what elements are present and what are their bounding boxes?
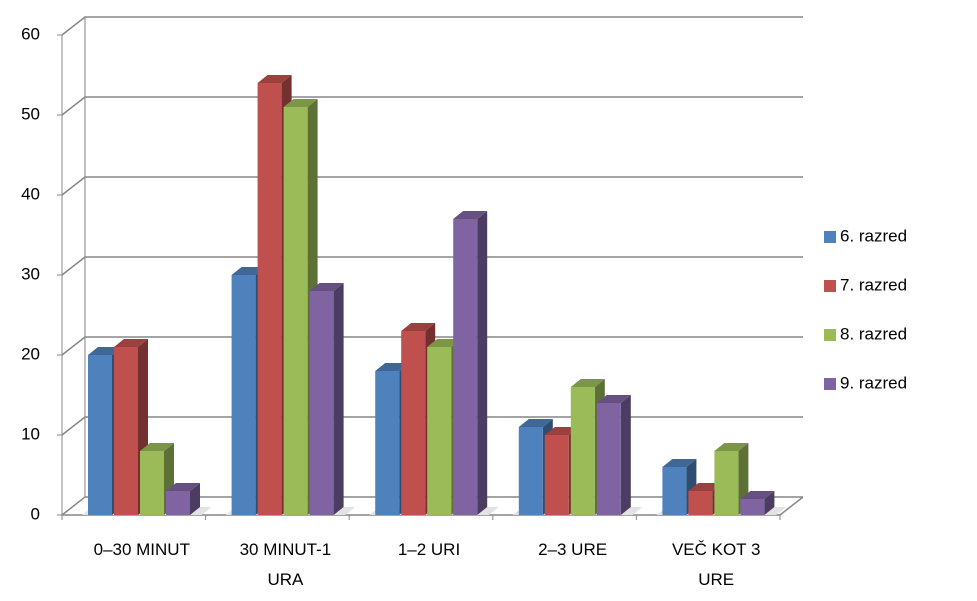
bar: [544, 435, 569, 515]
bar-top: [570, 379, 605, 387]
bar-group: [740, 491, 775, 515]
bar: [688, 491, 713, 515]
y-tick-label: 10: [21, 424, 40, 443]
legend-swatch: [824, 231, 836, 243]
legend-swatch: [824, 280, 836, 292]
bar-top: [740, 491, 775, 499]
x-tick-label: 0–30 MINUT: [93, 540, 190, 559]
bar: [714, 451, 739, 515]
bar: [166, 491, 190, 515]
bar-top: [309, 283, 344, 291]
legend-label: 6. razred: [840, 226, 907, 245]
bar-top: [544, 427, 579, 435]
y-tick-label: 40: [21, 184, 40, 203]
bar: [375, 371, 400, 515]
x-tick-label: 1–2 URI: [397, 540, 461, 559]
y-tick-label: 50: [21, 104, 40, 123]
bar-group: [596, 395, 631, 515]
bar: [662, 467, 687, 515]
bar: [114, 347, 138, 515]
grid-line: [61, 176, 803, 196]
grid-line: [61, 96, 803, 116]
bar: [453, 219, 478, 515]
bar-top: [714, 443, 749, 451]
bar: [231, 275, 256, 515]
bar-top: [140, 443, 174, 451]
grid-line: [61, 16, 803, 36]
bar: [570, 387, 595, 515]
grid-line: [61, 336, 803, 356]
bar-top: [401, 323, 436, 331]
bar-top: [231, 267, 266, 275]
bar-top: [114, 339, 148, 347]
bar: [596, 403, 621, 515]
y-tick-label: 30: [21, 264, 40, 283]
bar-top: [257, 75, 292, 83]
bar: [283, 107, 308, 515]
bar: [257, 83, 282, 515]
bar-top: [166, 483, 200, 491]
bar: [140, 451, 164, 515]
legend-label: 9. razred: [840, 373, 907, 392]
y-tick-label: 60: [21, 24, 40, 43]
x-tick-label: 2–3 URE: [538, 540, 608, 559]
bar-top: [427, 339, 462, 347]
bar: [88, 355, 112, 515]
bar-side: [620, 395, 631, 515]
bar-top: [283, 99, 318, 107]
bar-top: [662, 459, 697, 467]
grid-line: [61, 256, 803, 276]
y-tick-label: 20: [21, 344, 40, 363]
bar-group: [309, 283, 344, 515]
bar-top: [688, 483, 723, 491]
y-tick-label: 0: [31, 504, 40, 523]
grid-line: [61, 416, 803, 436]
bar-top: [375, 363, 410, 371]
bar-top: [453, 211, 488, 219]
legend-label: 8. razred: [840, 324, 907, 343]
bar-top: [518, 419, 553, 427]
bar-top: [88, 347, 122, 355]
bar: [518, 427, 543, 515]
bar: [309, 291, 334, 515]
bar-group: [453, 211, 488, 515]
legend-swatch: [824, 329, 836, 341]
legend-swatch: [824, 378, 836, 390]
legend-label: 7. razred: [840, 275, 907, 294]
bar-side: [333, 283, 344, 515]
bar: [427, 347, 452, 515]
bar-side: [477, 211, 488, 515]
bar: [401, 331, 426, 515]
bar-group: [166, 483, 200, 515]
x-tick-label: 30 MINUT-1 URA: [239, 540, 332, 589]
bar-side: [190, 483, 200, 515]
bar: [740, 499, 765, 515]
bar-top: [596, 395, 631, 403]
x-tick-label: VEČ KOT 3 URE: [671, 540, 761, 589]
